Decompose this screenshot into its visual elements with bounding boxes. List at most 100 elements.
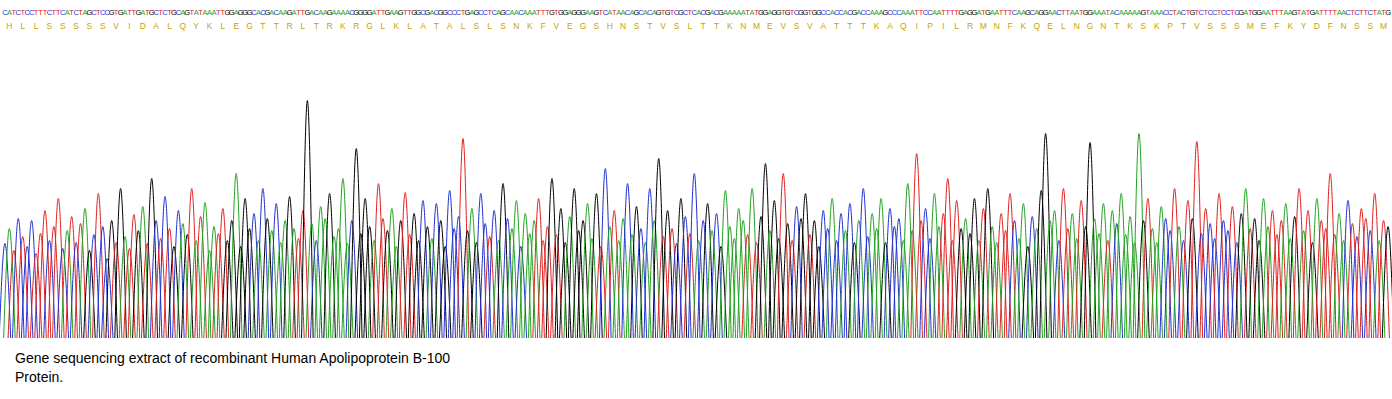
- svg-text:S: S: [594, 21, 600, 31]
- svg-text:G: G: [366, 21, 373, 31]
- svg-text:N: N: [740, 21, 746, 31]
- svg-text:S: S: [1234, 21, 1240, 31]
- svg-text:A: A: [447, 21, 453, 31]
- svg-text:I: I: [915, 21, 917, 31]
- svg-text:F: F: [1328, 21, 1333, 31]
- svg-text:E: E: [1261, 21, 1267, 31]
- svg-text:V: V: [780, 21, 786, 31]
- svg-text:N: N: [620, 21, 626, 31]
- svg-text:P: P: [927, 21, 933, 31]
- svg-text:V: V: [1194, 21, 1200, 31]
- svg-text:I: I: [942, 21, 944, 31]
- svg-text:M: M: [980, 21, 987, 31]
- svg-text:K: K: [1021, 21, 1027, 31]
- svg-text:T: T: [434, 21, 439, 31]
- svg-text:F: F: [1274, 21, 1279, 31]
- svg-text:E: E: [233, 21, 239, 31]
- svg-text:T: T: [847, 21, 852, 31]
- svg-text:L: L: [20, 21, 25, 31]
- svg-text:M: M: [1380, 21, 1387, 31]
- svg-text:K: K: [527, 21, 533, 31]
- svg-text:V: V: [113, 21, 119, 31]
- svg-text:D: D: [140, 21, 146, 31]
- svg-text:T: T: [647, 21, 652, 31]
- svg-text:K: K: [207, 21, 213, 31]
- svg-text:M: M: [753, 21, 760, 31]
- svg-text:S: S: [1207, 21, 1213, 31]
- svg-text:Y: Y: [1301, 21, 1307, 31]
- svg-text:L: L: [487, 21, 492, 31]
- svg-text:S: S: [1354, 21, 1360, 31]
- svg-text:S: S: [73, 21, 79, 31]
- svg-text:L: L: [167, 21, 172, 31]
- svg-text:L: L: [34, 21, 39, 31]
- svg-text:R: R: [287, 21, 293, 31]
- svg-text:H: H: [6, 21, 12, 31]
- svg-text:H: H: [607, 21, 613, 31]
- svg-text:K: K: [1127, 21, 1133, 31]
- svg-text:T: T: [314, 21, 319, 31]
- svg-text:F: F: [1007, 21, 1012, 31]
- svg-text:D: D: [1314, 21, 1320, 31]
- svg-text:N: N: [994, 21, 1000, 31]
- svg-text:R: R: [327, 21, 333, 31]
- svg-text:S: S: [100, 21, 106, 31]
- svg-text:S: S: [634, 21, 640, 31]
- svg-text:A: A: [153, 21, 159, 31]
- svg-text:T: T: [834, 21, 839, 31]
- svg-text:E: E: [767, 21, 773, 31]
- svg-text:K: K: [340, 21, 346, 31]
- svg-text:T: T: [1114, 21, 1119, 31]
- svg-text:N: N: [1074, 21, 1080, 31]
- svg-text:G: G: [1087, 21, 1094, 31]
- svg-text:K: K: [1287, 21, 1293, 31]
- svg-text:I: I: [128, 21, 130, 31]
- svg-text:A: A: [420, 21, 426, 31]
- svg-text:M: M: [1247, 21, 1254, 31]
- svg-text:S: S: [674, 21, 680, 31]
- svg-text:T: T: [714, 21, 719, 31]
- svg-text:A: A: [820, 21, 826, 31]
- svg-text:S: S: [87, 21, 93, 31]
- svg-text:L: L: [220, 21, 225, 31]
- svg-text:K: K: [874, 21, 880, 31]
- svg-text:S: S: [47, 21, 53, 31]
- svg-text:V: V: [660, 21, 666, 31]
- svg-text:L: L: [954, 21, 959, 31]
- svg-text:T: T: [1181, 21, 1186, 31]
- svg-text:L: L: [461, 21, 466, 31]
- svg-text:S: S: [474, 21, 480, 31]
- svg-text:L: L: [687, 21, 692, 31]
- svg-text:K: K: [727, 21, 733, 31]
- svg-text:T: T: [274, 21, 279, 31]
- svg-text:T: T: [701, 21, 706, 31]
- svg-text:G: G: [246, 21, 253, 31]
- svg-text:N: N: [513, 21, 519, 31]
- svg-text:L: L: [1061, 21, 1066, 31]
- svg-text:Y: Y: [193, 21, 199, 31]
- svg-text:S: S: [1141, 21, 1147, 31]
- svg-text:P: P: [1167, 21, 1173, 31]
- svg-text:N: N: [1100, 21, 1106, 31]
- svg-text:E: E: [567, 21, 573, 31]
- svg-text:S: S: [794, 21, 800, 31]
- svg-text:Q: Q: [180, 21, 187, 31]
- svg-text:L: L: [407, 21, 412, 31]
- svg-text:G: G: [580, 21, 587, 31]
- svg-text:N: N: [1341, 21, 1347, 31]
- svg-text:F: F: [540, 21, 545, 31]
- svg-text:K: K: [1154, 21, 1160, 31]
- svg-text:Q: Q: [1033, 21, 1040, 31]
- svg-text:T: T: [861, 21, 866, 31]
- svg-text:G: G: [1385, 8, 1391, 17]
- svg-text:S: S: [60, 21, 66, 31]
- svg-text:S: S: [500, 21, 506, 31]
- svg-text:T: T: [260, 21, 265, 31]
- svg-text:A: A: [887, 21, 893, 31]
- svg-text:V: V: [807, 21, 813, 31]
- svg-text:S: S: [1367, 21, 1373, 31]
- svg-text:R: R: [353, 21, 359, 31]
- svg-text:S: S: [1221, 21, 1227, 31]
- svg-text:K: K: [393, 21, 399, 31]
- svg-text:E: E: [1047, 21, 1053, 31]
